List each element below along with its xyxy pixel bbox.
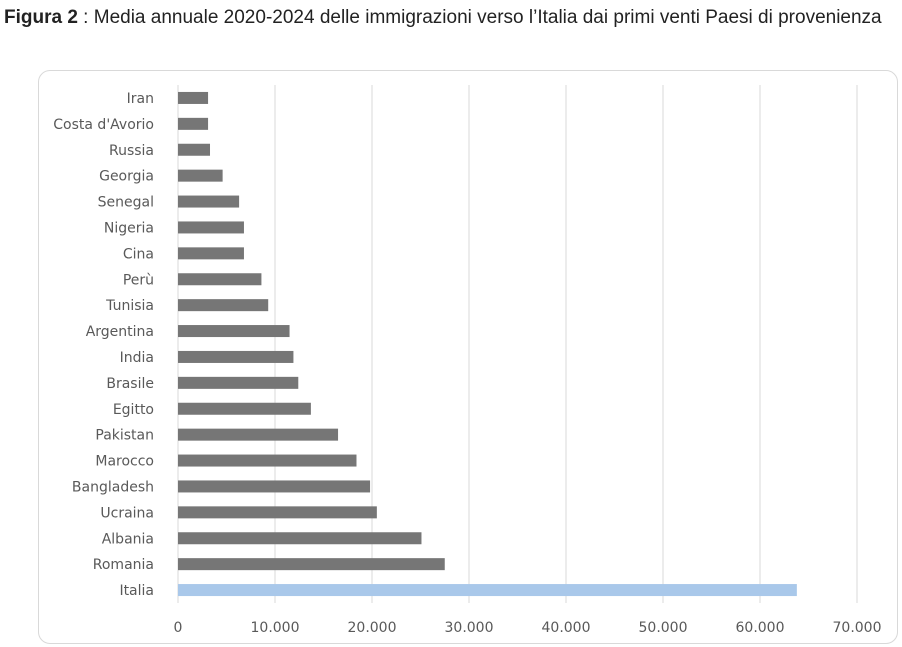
figure-label: Figura 2 [4, 7, 78, 28]
figure-caption: Figura 2 : Media annuale 2020-2024 delle… [4, 4, 894, 31]
x-tick-label-1: 10.000 [251, 620, 300, 636]
bar-12 [178, 402, 311, 415]
bar-13 [178, 428, 339, 441]
bar-15 [178, 480, 371, 493]
bar-1 [178, 117, 209, 130]
x-tick-label-7: 70.000 [833, 620, 882, 636]
bar-4 [178, 195, 240, 208]
category-label-15: Bangladesh [72, 479, 154, 495]
category-label-8: Tunisia [105, 298, 154, 314]
x-tick-label-2: 20.000 [348, 620, 397, 636]
bar-0 [178, 91, 209, 104]
x-tick-label-5: 50.000 [639, 620, 688, 636]
gridlines [177, 85, 858, 603]
category-label-11: Brasile [106, 376, 154, 392]
category-label-4: Senegal [98, 195, 154, 211]
bar-7 [178, 273, 262, 286]
category-label-1: Costa d'Avorio [53, 117, 154, 133]
category-label-7: Perù [123, 272, 154, 288]
x-tick-label-4: 40.000 [542, 620, 591, 636]
bar-3 [178, 169, 223, 182]
category-label-19: Italia [119, 583, 154, 599]
bars [178, 91, 797, 597]
x-tick-label-6: 60.000 [736, 620, 785, 636]
bar-19 [178, 584, 797, 597]
bar-8 [178, 299, 269, 312]
bar-14 [178, 454, 357, 467]
category-label-12: Egitto [113, 402, 154, 418]
figure-caption-text: : Media annuale 2020-2024 delle immigraz… [77, 7, 882, 28]
category-label-17: Albania [102, 531, 154, 547]
category-label-9: Argentina [86, 324, 154, 340]
bar-18 [178, 558, 445, 571]
x-tick-label-3: 30.000 [445, 620, 494, 636]
category-label-16: Ucraina [100, 505, 154, 521]
category-label-2: Russia [109, 143, 154, 159]
category-label-3: Georgia [99, 169, 154, 185]
bar-11 [178, 376, 299, 389]
bar-16 [178, 506, 377, 519]
category-label-5: Nigeria [104, 220, 154, 236]
bar-2 [178, 143, 211, 156]
category-label-13: Pakistan [95, 428, 154, 444]
x-tick-labels: 0 10.000 20.000 30.000 40.000 50.000 60.000 70.… [174, 620, 882, 636]
bar-6 [178, 247, 244, 260]
bar-10 [178, 350, 294, 363]
category-label-0: Iran [127, 91, 154, 107]
category-labels: Iran Costa d'Avorio Russia Georgia Senegal Ni… [53, 91, 154, 599]
bar-5 [178, 221, 244, 234]
x-tick-label-0: 0 [174, 620, 183, 636]
category-label-10: India [120, 350, 154, 366]
category-label-6: Cina [123, 246, 154, 262]
bar-9 [178, 325, 290, 338]
category-label-18: Romania [93, 557, 154, 573]
bar-17 [178, 532, 422, 545]
category-label-14: Marocco [95, 454, 154, 470]
